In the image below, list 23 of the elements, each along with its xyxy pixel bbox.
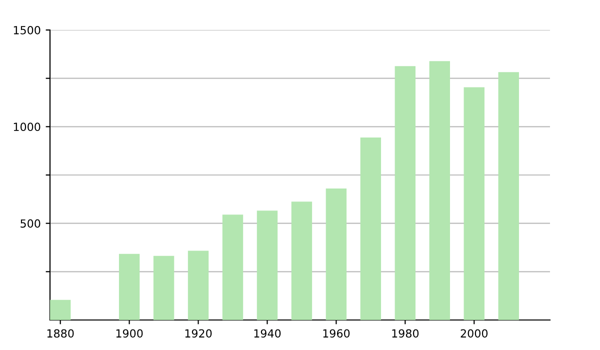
x-tick-label: 1980 — [392, 329, 419, 338]
bar — [464, 87, 484, 320]
bar — [326, 188, 347, 320]
y-tick-label: 500 — [20, 219, 40, 228]
y-tick-label: 1500 — [14, 26, 40, 34]
x-tick-label: 1920 — [185, 329, 212, 338]
x-tick-label: 1960 — [323, 329, 350, 338]
bar — [188, 250, 209, 320]
bar — [256, 210, 278, 320]
bar — [498, 72, 519, 320]
bar — [360, 137, 382, 320]
bar — [429, 61, 450, 320]
x-tick-label: 2000 — [460, 329, 488, 338]
y-tick-label: 1000 — [14, 122, 40, 132]
bar — [50, 300, 71, 320]
bar — [394, 66, 416, 320]
bar — [222, 214, 244, 320]
x-tick-label: 1900 — [116, 329, 143, 338]
x-tick-label: 1940 — [254, 329, 281, 338]
bar — [118, 254, 140, 320]
bar — [291, 202, 312, 320]
bar — [153, 256, 174, 320]
x-tick-label: 1880 — [47, 329, 74, 338]
